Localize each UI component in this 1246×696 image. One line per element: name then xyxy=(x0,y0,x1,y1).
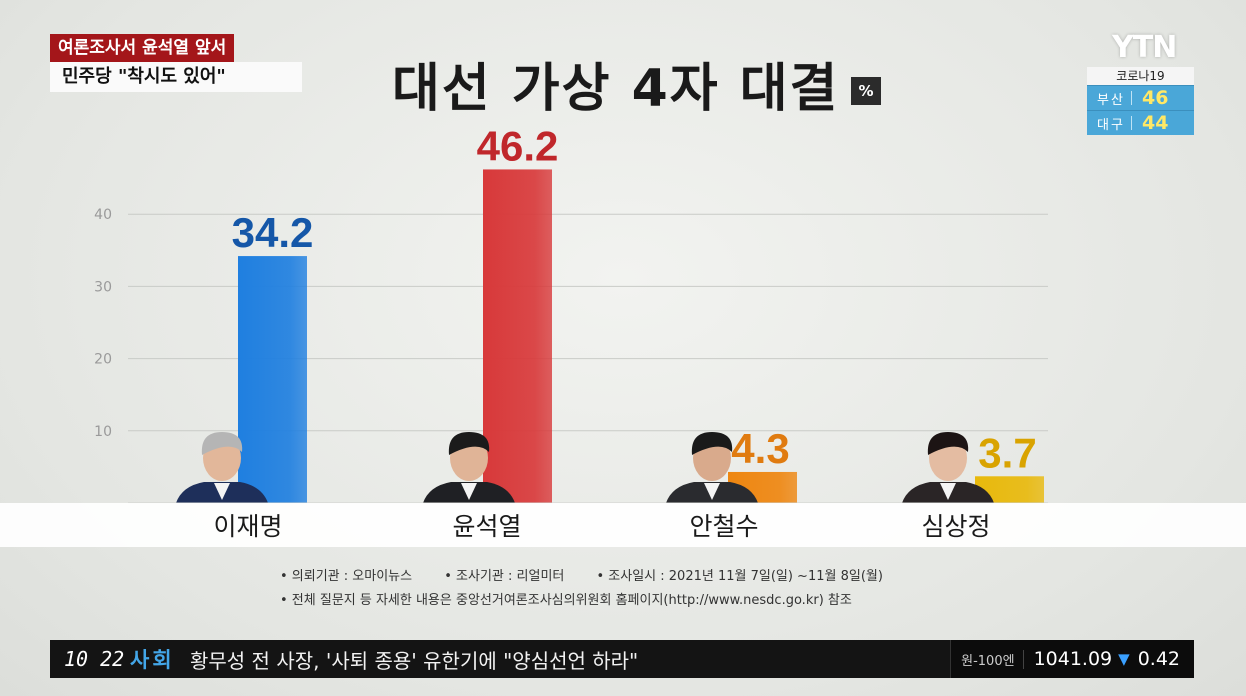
covid-panel: 코로나19 부산 46 대구 44 xyxy=(1087,67,1194,135)
value-label-1: 34.2 xyxy=(232,209,314,256)
survey-notes: • 의뢰기관 : 오마이뉴스 • 조사기관 : 리얼미터 • 조사일시 : 20… xyxy=(280,565,911,613)
covid-row-daegu: 대구 44 xyxy=(1087,110,1194,135)
category-label-lee: 이재명 xyxy=(213,512,283,541)
candidate-photo xyxy=(666,432,758,503)
note-detail: • 전체 질문지 등 자세한 내용은 중앙선거여론조사심의위원회 홈페이지(ht… xyxy=(280,593,852,608)
covid-row-busan: 부산 46 xyxy=(1087,85,1194,110)
fx-value: 1041.09 xyxy=(1033,648,1113,670)
news-ticker: 10 22 사회 황무성 전 사장, '사퇴 종용' 유한기에 "양심선언 하라… xyxy=(50,640,1194,678)
candidate-photo xyxy=(176,432,268,503)
covid-separator xyxy=(1131,91,1132,105)
candidate-photo xyxy=(902,432,994,503)
covid-separator xyxy=(1131,116,1132,130)
bar-1 xyxy=(238,256,307,503)
category-label-ahn: 안철수 xyxy=(689,512,759,541)
headline-box: 여론조사서 윤석열 앞서 민주당 "착시도 있어" xyxy=(50,34,302,92)
fx-change: 0.42 xyxy=(1137,648,1180,670)
headline-main: 여론조사서 윤석열 앞서 xyxy=(50,34,235,62)
category-label-strip xyxy=(0,503,1246,547)
y-tick-label: 40 xyxy=(94,207,112,223)
covid-region: 대구 xyxy=(1097,117,1125,133)
value-label-2: 46.2 xyxy=(477,122,559,169)
note-dates: • 조사일시 : 2021년 11월 7일(일) ~11월 8일(월) xyxy=(596,569,883,584)
note-pollster: • 조사기관 : 리얼미터 xyxy=(444,569,565,584)
ticker-time: 10 22 xyxy=(64,647,125,671)
headline-sub: 민주당 "착시도 있어" xyxy=(50,62,302,92)
covid-count: 44 xyxy=(1142,112,1169,134)
fx-pair: 원-100엔 xyxy=(951,649,1024,669)
ticker-category: 사회 xyxy=(130,648,175,672)
ticker-headline: 황무성 전 사장, '사퇴 종용' 유한기에 "양심선언 하라" xyxy=(190,648,639,673)
y-tick-label: 10 xyxy=(94,424,112,440)
y-tick-label: 30 xyxy=(94,279,112,295)
value-label-4: 3.7 xyxy=(978,429,1036,476)
unit-badge: % xyxy=(851,77,881,105)
covid-count: 46 xyxy=(1142,87,1169,109)
bar-2 xyxy=(483,169,552,503)
chart-title: 대선 가상 4자 대결 xyxy=(392,59,840,119)
ytn-logo: YTN xyxy=(1112,30,1177,65)
category-label-yoon: 윤석열 xyxy=(452,512,522,541)
note-sponsor: • 의뢰기관 : 오마이뉴스 xyxy=(280,569,413,584)
candidate-photo xyxy=(423,432,515,503)
category-label-sim: 심상정 xyxy=(921,512,991,541)
fx-panel: 원-100엔 1041.09 ▼ 0.42 xyxy=(950,640,1194,678)
down-arrow-icon: ▼ xyxy=(1118,650,1130,668)
covid-region: 부산 xyxy=(1097,92,1125,108)
covid-label: 코로나19 xyxy=(1087,67,1194,85)
y-tick-label: 20 xyxy=(94,352,112,368)
value-label-3: 4.3 xyxy=(731,425,789,472)
